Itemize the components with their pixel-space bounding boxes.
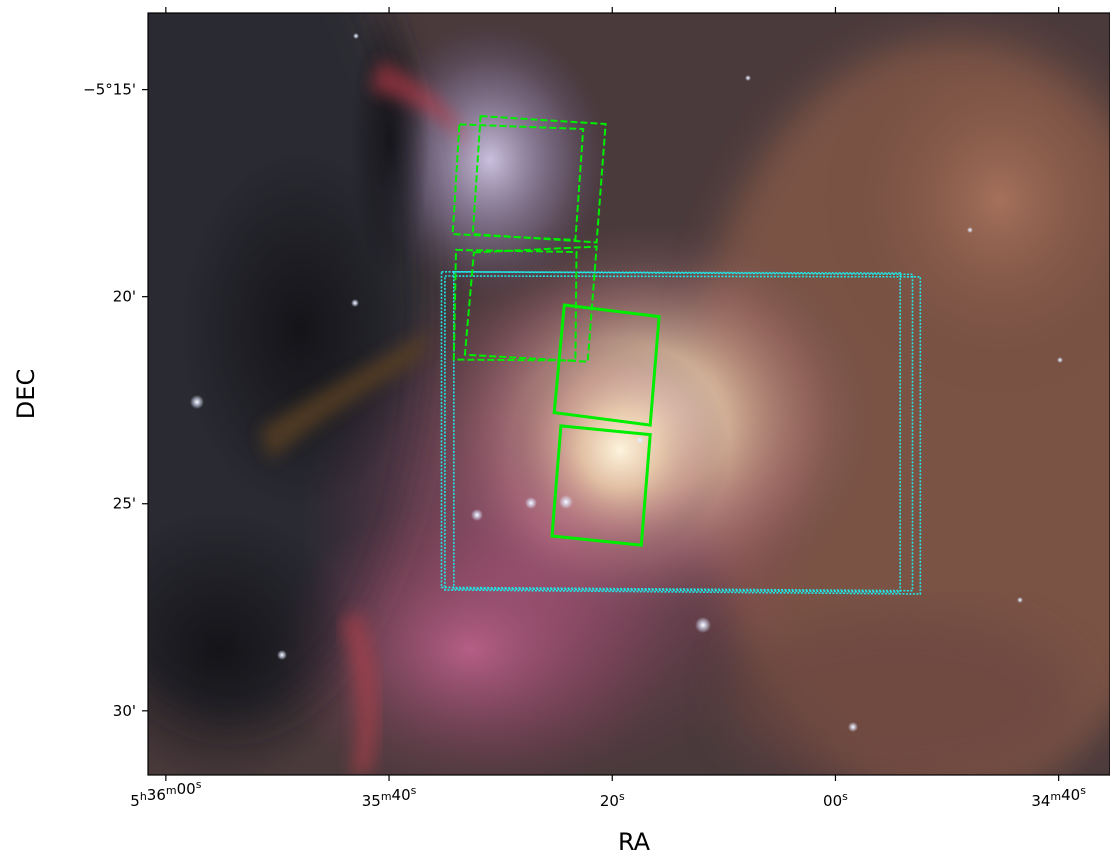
y-tick-label-1: 20' <box>113 288 136 306</box>
x-tick-label-0: 5h36m00s <box>130 778 201 810</box>
x-tick-label-2: 20s <box>600 790 625 810</box>
green-solid-footprint-0 <box>552 303 661 427</box>
green-dashed-footprint-0 <box>451 123 585 241</box>
plot-frame <box>147 12 1110 776</box>
green-dashed-footprint-2 <box>452 248 578 362</box>
x-tick-label-1: 35m40s <box>362 784 417 810</box>
cyan-footprint-2 <box>444 275 922 595</box>
x-axis-label: RA <box>618 828 651 854</box>
y-axis-label: DEC <box>12 369 40 419</box>
x-tick-label-3: 00s <box>823 790 848 810</box>
y-tick-label-0: −5°15' <box>83 81 136 99</box>
nebula-image <box>148 13 1110 775</box>
green-solid-footprint-1 <box>550 424 652 547</box>
green-dashed-footprint-3 <box>463 245 598 363</box>
y-tick-label-2: 25' <box>113 495 136 513</box>
x-tick-label-4: 34m40s <box>1031 784 1086 810</box>
y-tick-label-3: 30' <box>113 702 136 720</box>
cyan-footprint-1 <box>452 270 902 593</box>
green-dashed-footprint-1 <box>471 115 607 244</box>
